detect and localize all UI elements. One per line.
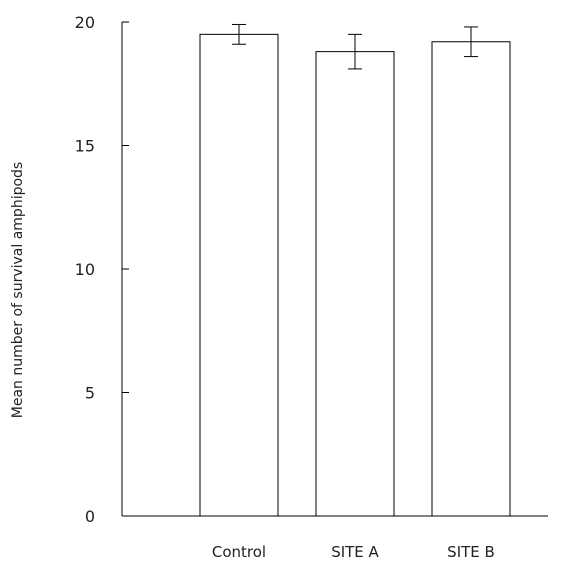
category-label: Control [212,543,266,561]
bar-control [199,33,279,517]
y-tick-label: 20 [75,13,95,32]
y-tick-label: 5 [85,384,95,403]
bars [199,33,511,517]
category-labels: Control SITE A SITE B [212,543,495,561]
y-tick-label: 10 [75,260,95,279]
y-axis-label: Mean number of survival amphipods [10,162,26,418]
bar-site-a [315,51,395,517]
bar-site-b [431,41,511,517]
y-tick-label: 0 [85,507,95,526]
y-axis: 0 5 10 15 20 [75,13,129,526]
category-label: SITE B [447,543,495,561]
y-tick-label: 15 [75,137,95,156]
category-label: SITE A [331,543,379,561]
error-bars [232,23,478,70]
